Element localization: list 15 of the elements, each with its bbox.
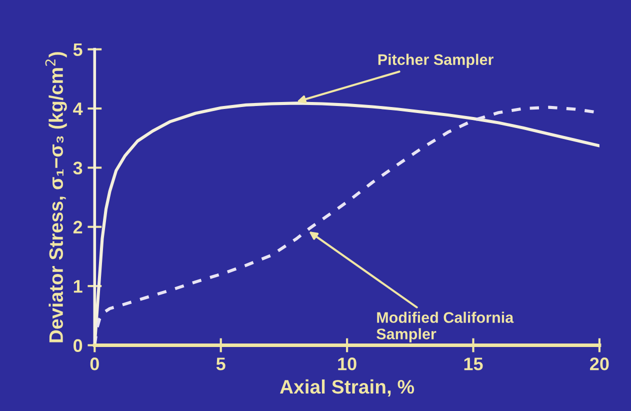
y-tick-label: 3 bbox=[73, 162, 82, 174]
x-tick-label: 15 bbox=[464, 358, 483, 370]
y-tick-label: 0 bbox=[74, 339, 82, 352]
y-tick-label: 5 bbox=[73, 43, 82, 56]
annotation: Modified California Sampler bbox=[376, 312, 514, 342]
x-tick-label: 20 bbox=[590, 358, 609, 370]
annotation: Pitcher Sampler bbox=[378, 54, 494, 68]
x-axis-title: Axial Strain, % bbox=[280, 379, 414, 397]
x-tick-label: 0 bbox=[90, 358, 99, 370]
y-tick-label: 1 bbox=[74, 280, 82, 293]
x-tick-label: 10 bbox=[338, 358, 356, 370]
x-tick-label: 5 bbox=[216, 358, 226, 370]
y-tick-label: 2 bbox=[73, 220, 82, 234]
y-tick-label: 4 bbox=[73, 102, 83, 116]
y-axis-title: Deviator Stress, σ₁−σ₃ (kg/cm$^{2}$) bbox=[45, 52, 67, 342]
